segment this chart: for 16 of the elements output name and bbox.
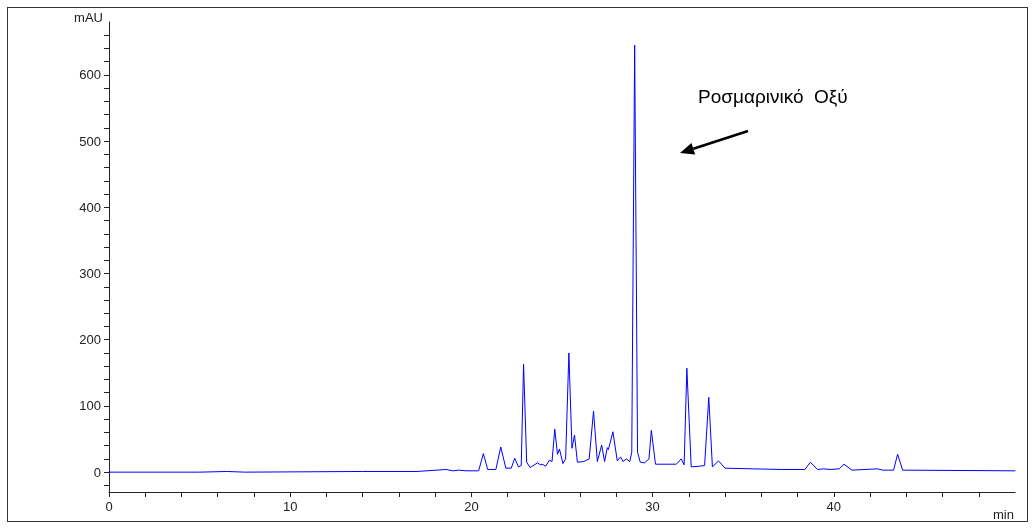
x-tick-label: 0 <box>105 499 113 514</box>
x-tick-label: 30 <box>645 499 660 514</box>
annotation: Ροσμαρινικό Οξύ <box>698 86 848 107</box>
y-tick-label: 0 <box>93 464 101 480</box>
line-series <box>108 44 1016 473</box>
y-tick-label: 300 <box>79 266 101 282</box>
y-tick-label: 200 <box>79 332 101 348</box>
y-tick-label: 100 <box>79 398 101 414</box>
x-tick-label: 20 <box>464 499 479 514</box>
y-axis-title: mAU <box>74 10 103 25</box>
x-tick-label: 40 <box>826 499 842 514</box>
y-tick-label: 500 <box>79 133 101 149</box>
x-tick-label: 10 <box>282 499 298 514</box>
x-axis-title: min <box>993 507 1014 522</box>
y-tick-label: 400 <box>79 199 101 215</box>
y-tick-label: 600 <box>79 67 101 83</box>
